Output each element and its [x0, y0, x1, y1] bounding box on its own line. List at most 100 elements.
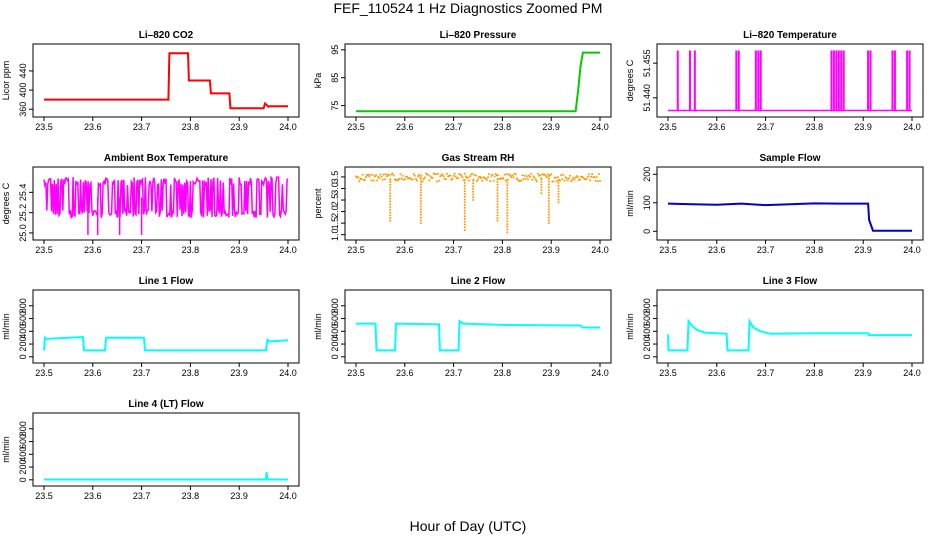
scatter-point	[487, 176, 489, 179]
scatter-point	[496, 200, 499, 203]
panel-title: Li–820 Temperature	[743, 30, 837, 41]
panel-title: Gas Stream RH	[442, 153, 515, 164]
scatter-point	[585, 178, 588, 181]
scatter-point	[419, 188, 422, 191]
scatter-point	[363, 179, 366, 182]
scatter-point	[399, 173, 402, 176]
scatter-point	[547, 222, 550, 225]
scatter-point	[496, 217, 499, 220]
scatter-point	[599, 179, 601, 182]
scatter-point	[463, 179, 466, 182]
scatter-point	[547, 177, 550, 180]
scatter-point	[496, 206, 499, 208]
panel-title: Ambient Box Temperature	[104, 153, 229, 164]
scatter-point	[361, 173, 364, 176]
x-tick-label: 24.0	[279, 245, 297, 255]
scatter-point	[403, 178, 406, 181]
x-tick-label: 23.6	[708, 245, 726, 255]
scatter-point	[597, 173, 600, 176]
scatter-point	[533, 176, 536, 179]
x-tick-label: 23.8	[182, 368, 200, 378]
x-tick-label: 23.6	[708, 122, 726, 132]
scatter-point	[419, 208, 422, 211]
x-tick-label: 24.0	[279, 491, 297, 501]
scatter-point	[461, 176, 464, 179]
scatter-point	[369, 173, 372, 176]
y-axis-label: Licor ppm	[1, 61, 11, 101]
series-line	[43, 335, 289, 352]
x-tick-label: 23.5	[659, 122, 677, 132]
scatter-point	[496, 194, 499, 197]
scatter-point	[561, 178, 564, 181]
scatter-point	[414, 177, 417, 180]
panel-4: Ambient Box Temperature degrees C 23.5 23.6…	[1, 153, 300, 255]
panel-8: Line 2 Flow ml/min 23.5 23.6 23.7 23.8 23.9 24.…	[313, 276, 612, 378]
x-tick-label: 23.5	[35, 122, 53, 132]
scatter-point	[582, 176, 585, 179]
scatter-point	[401, 174, 404, 177]
x-tick-label: 24.0	[591, 245, 609, 255]
x-tick-label: 23.9	[854, 368, 872, 378]
scatter-point	[389, 186, 392, 189]
scatter-point	[459, 173, 462, 176]
scatter-point	[389, 203, 392, 206]
x-tick-label: 23.8	[182, 491, 200, 501]
scatter-point	[454, 175, 457, 178]
y-tick-label: 600	[18, 434, 28, 449]
panel-title: Line 3 Flow	[763, 276, 818, 287]
y-tick-label: 95	[330, 45, 340, 55]
scatter-point	[496, 214, 499, 217]
y-tick-label: 440	[18, 63, 28, 78]
x-tick-label: 23.9	[230, 368, 248, 378]
scatter-point	[540, 186, 543, 189]
y-tick-label: 3.0	[330, 182, 340, 195]
scatter-point	[463, 220, 466, 223]
y-tick-label: 400	[330, 324, 340, 339]
figure-title: FEF_110524 1 Hz Diagnostics Zoomed PM	[333, 0, 603, 16]
y-tick-label: 0	[330, 354, 340, 359]
x-tick-label: 23.9	[542, 368, 560, 378]
scatter-point	[406, 175, 408, 178]
scatter-point	[419, 200, 422, 202]
scatter-point	[557, 193, 560, 195]
scatter-point	[419, 197, 422, 200]
x-tick-label: 24.0	[903, 122, 921, 132]
scatter-point	[557, 179, 560, 182]
scatter-point	[477, 178, 479, 181]
scatter-point	[562, 173, 565, 176]
scatter-point	[509, 174, 512, 177]
scatter-point	[463, 187, 466, 190]
x-tick-label: 23.9	[542, 122, 560, 132]
scatter-point	[506, 198, 509, 201]
scatter-point	[412, 173, 415, 175]
scatter-point	[496, 183, 499, 186]
scatter-point	[418, 173, 421, 176]
scatter-point	[442, 175, 445, 178]
scatter-point	[358, 180, 361, 183]
scatter-point	[497, 174, 499, 177]
scatter-point	[488, 173, 491, 176]
scatter-point	[370, 179, 373, 182]
x-tick-label: 23.6	[84, 368, 102, 378]
scatter-point	[420, 174, 423, 177]
scatter-point	[506, 217, 509, 220]
scatter-point	[389, 206, 392, 208]
scatter-point	[474, 174, 477, 177]
scatter-point	[566, 179, 569, 182]
x-tick-label: 23.6	[396, 368, 414, 378]
series-line	[667, 202, 912, 232]
scatter-point	[389, 197, 392, 200]
scatter-point	[547, 183, 550, 186]
scatter-point	[547, 194, 550, 197]
scatter-point	[546, 173, 549, 176]
scatter-point	[572, 176, 575, 179]
panel-1: Li–820 CO2 Licor ppm 23.5 23.6 23.7 23.8 23.9 2…	[1, 30, 300, 132]
panel-frame	[32, 43, 300, 118]
y-axis-label: kPa	[313, 73, 323, 89]
y-tick-label: 600	[18, 311, 28, 326]
scatter-point	[540, 178, 543, 181]
x-tick-label: 23.9	[230, 491, 248, 501]
scatter-point	[550, 173, 553, 176]
x-tick-label: 23.5	[659, 245, 677, 255]
x-tick-label: 24.0	[903, 245, 921, 255]
